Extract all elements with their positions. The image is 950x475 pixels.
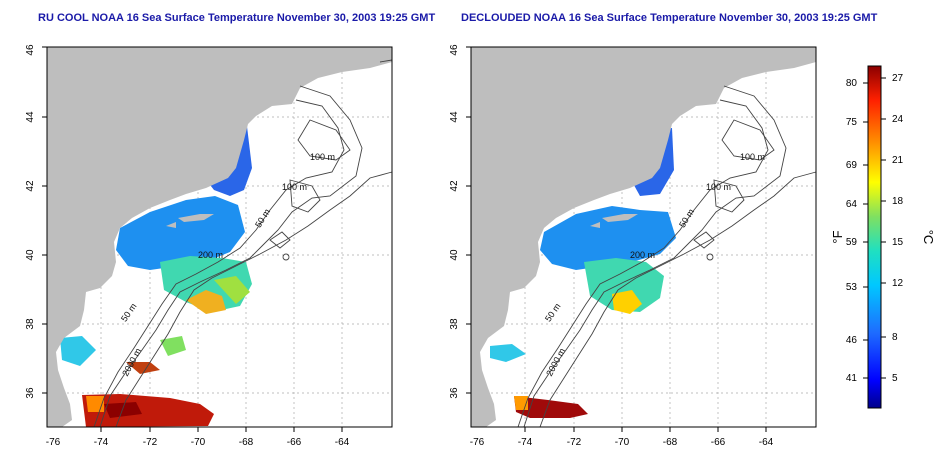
sst-data xyxy=(490,128,676,418)
lat-tick-labels: 36 38 40 42 44 46 xyxy=(25,44,36,399)
lon-tick-label: -64 xyxy=(335,437,350,448)
colorbar-ticks xyxy=(863,77,886,379)
contour-label: 100 m xyxy=(740,152,765,162)
lon-tick-label: -66 xyxy=(287,437,302,448)
fahrenheit-tick: 41 xyxy=(846,373,858,384)
temperature-colorbar: 80 75 69 64 59 53 46 41 27 24 21 18 15 1… xyxy=(830,65,936,409)
celsius-unit-label: °C xyxy=(921,230,936,245)
lat-tick-label: 36 xyxy=(449,387,460,399)
contour-label: 100 m xyxy=(706,182,731,192)
fahrenheit-tick-labels: 80 75 69 64 59 53 46 41 xyxy=(846,78,858,384)
lon-tick-label: -66 xyxy=(711,437,726,448)
celsius-tick: 24 xyxy=(892,114,904,125)
lat-tick-label: 36 xyxy=(25,387,36,399)
map-frame xyxy=(46,46,393,428)
contour-label: 100 m xyxy=(282,182,307,192)
lat-tick-label: 46 xyxy=(449,44,460,56)
celsius-tick: 15 xyxy=(892,237,904,248)
celsius-tick: 27 xyxy=(892,73,904,84)
fahrenheit-unit-label: °F xyxy=(830,230,845,243)
lon-tick-label: -74 xyxy=(94,437,109,448)
lon-tick-label: -76 xyxy=(470,437,485,448)
contour-label: 200 m xyxy=(198,250,223,260)
celsius-tick-labels: 27 24 21 18 15 12 8 5 xyxy=(892,73,904,384)
land-mass xyxy=(47,47,392,427)
contour-label: 100 m xyxy=(310,152,335,162)
lat-tick-label: 40 xyxy=(449,249,460,261)
lon-tick-label: -68 xyxy=(663,437,678,448)
lon-tick-label: -70 xyxy=(615,437,630,448)
celsius-tick: 8 xyxy=(892,332,898,343)
lon-tick-label: -76 xyxy=(46,437,61,448)
lon-tick-label: -68 xyxy=(239,437,254,448)
celsius-tick: 5 xyxy=(892,373,898,384)
lat-tick-label: 46 xyxy=(25,44,36,56)
lon-tick-label: -74 xyxy=(518,437,533,448)
lon-tick-label: -70 xyxy=(191,437,206,448)
lon-tick-label: -72 xyxy=(567,437,582,448)
axis-ticks xyxy=(466,46,767,432)
contour-label: 200 m xyxy=(630,250,655,260)
bathymetry-contours xyxy=(93,59,393,428)
left-map-title: RU COOL NOAA 16 Sea Surface Temperature … xyxy=(38,12,436,24)
celsius-tick: 18 xyxy=(892,196,904,207)
left-sst-map: 100 m 100 m 50 m 200 m 50 m 2000 m -76 -… xyxy=(25,44,393,448)
axis-ticks xyxy=(42,46,343,432)
lat-tick-label: 38 xyxy=(449,318,460,330)
lat-tick-label: 44 xyxy=(25,111,36,123)
lon-tick-label: -72 xyxy=(143,437,158,448)
fahrenheit-tick: 53 xyxy=(846,282,858,293)
fahrenheit-tick: 64 xyxy=(846,199,858,210)
lat-tick-labels: 36 38 40 42 44 46 xyxy=(449,44,460,399)
celsius-tick: 21 xyxy=(892,155,904,166)
fahrenheit-tick: 69 xyxy=(846,160,858,171)
map-frame xyxy=(470,46,817,428)
fahrenheit-tick: 75 xyxy=(846,117,858,128)
lon-tick-labels: -76 -74 -72 -70 -68 -66 -64 xyxy=(46,437,350,448)
fahrenheit-tick: 46 xyxy=(846,335,858,346)
lat-tick-label: 42 xyxy=(25,180,36,192)
celsius-tick: 12 xyxy=(892,278,904,289)
land-mass xyxy=(471,47,816,427)
right-sst-map: 100 m 100 m 50 m 200 m 50 m 2000 m -76 -… xyxy=(449,44,817,448)
fahrenheit-tick: 59 xyxy=(846,237,858,248)
lon-tick-label: -64 xyxy=(759,437,774,448)
lat-tick-label: 42 xyxy=(449,180,460,192)
lat-tick-label: 40 xyxy=(25,249,36,261)
lat-tick-label: 44 xyxy=(449,111,460,123)
lon-tick-labels: -76 -74 -72 -70 -68 -66 -64 xyxy=(470,437,774,448)
bathymetry-contours xyxy=(517,85,817,428)
colorbar-gradient xyxy=(867,65,882,409)
lat-tick-label: 38 xyxy=(25,318,36,330)
right-map-title: DECLOUDED NOAA 16 Sea Surface Temperatur… xyxy=(461,12,878,24)
fahrenheit-tick: 80 xyxy=(846,78,858,89)
